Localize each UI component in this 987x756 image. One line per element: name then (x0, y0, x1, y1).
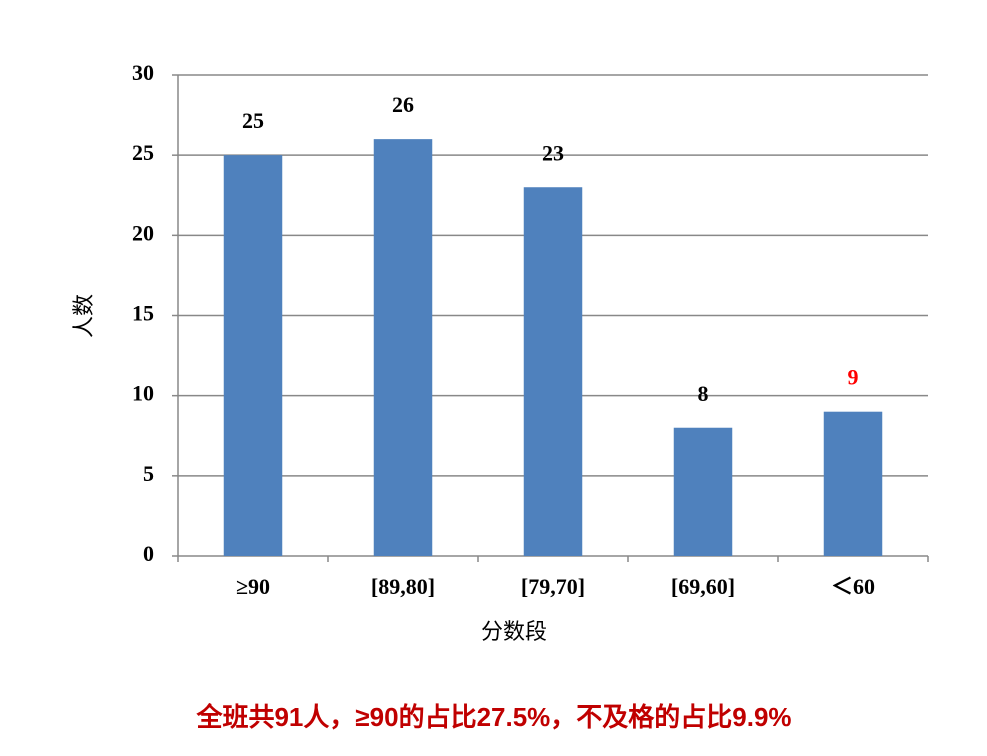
y-axis-label: 人数 (71, 294, 96, 338)
data-label: 26 (392, 92, 414, 117)
x-tick-label: ＜60 (831, 574, 875, 599)
data-label: 8 (698, 381, 709, 406)
caption: 全班共91人，≥90的占比27.5%，不及格的占比9.9% (195, 702, 791, 732)
x-tick-label: [89,80] (371, 574, 435, 599)
y-tick-label: 10 (132, 381, 154, 406)
y-tick-label: 0 (143, 541, 154, 566)
x-tick-label: [79,70] (521, 574, 585, 599)
bar (223, 155, 283, 556)
y-tick-label: 25 (132, 140, 154, 165)
data-label: 9 (848, 365, 859, 390)
y-tick-label: 30 (132, 60, 154, 85)
x-tick-label: [69,60] (671, 574, 735, 599)
y-tick-label: 20 (132, 220, 154, 245)
x-tick-label: ≥90 (236, 574, 270, 599)
bar (373, 139, 433, 556)
bar (523, 187, 583, 556)
x-axis-label: 分数段 (481, 619, 547, 644)
bar (823, 411, 883, 556)
y-tick-label: 15 (132, 301, 154, 326)
data-label: 25 (242, 108, 264, 133)
bar (673, 427, 733, 556)
data-label: 23 (542, 140, 564, 165)
y-tick-label: 5 (143, 461, 154, 486)
